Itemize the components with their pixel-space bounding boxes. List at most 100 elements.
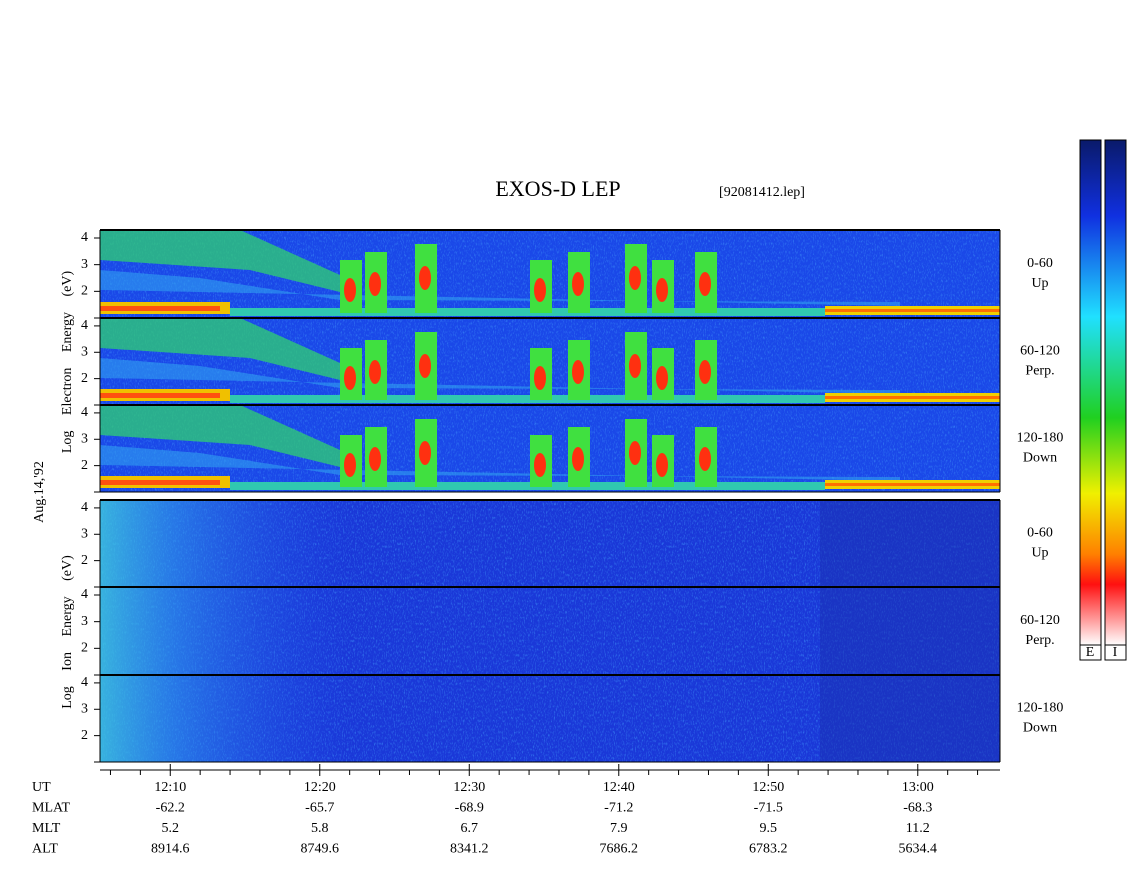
spectrogram-feature [100, 270, 900, 306]
ephemeris-value: -71.5 [754, 801, 783, 816]
spectrogram-feature [100, 675, 350, 762]
spectrogram-feature [629, 354, 641, 378]
ephemeris-value: 8341.2 [450, 842, 489, 857]
spectrogram-feature [572, 360, 584, 384]
electron-axis-label: Log Electron Energy (eV) [60, 271, 75, 454]
x-tick-label: 12:40 [603, 780, 635, 795]
y-tick-label: 3 [81, 431, 88, 446]
spectrogram-feature [100, 358, 900, 394]
spectrogram-feature [230, 482, 825, 490]
x-tick-label: 13:00 [902, 780, 934, 795]
ephemeris-value: 5.2 [162, 821, 180, 836]
spectrogram-feature [699, 360, 711, 384]
ephemeris-value: -65.7 [305, 801, 334, 816]
ephemeris-value: 7.9 [610, 821, 628, 836]
spectrogram-feature [825, 309, 1000, 312]
spectrogram-feature [100, 480, 220, 485]
y-tick-label: 2 [81, 458, 88, 473]
spectrogram-feature [100, 306, 220, 311]
y-tick-label: 2 [81, 728, 88, 743]
spectrogram-feature [369, 272, 381, 296]
y-tick-label: 4 [81, 500, 88, 515]
y-tick-label: 3 [81, 526, 88, 541]
y-tick-label: 4 [81, 675, 88, 690]
colorbar [1079, 139, 1102, 646]
ephemeris-value: 5634.4 [899, 842, 938, 857]
ephemeris-value: 6.7 [461, 821, 479, 836]
y-tick-label: 4 [81, 587, 88, 602]
panel-angle: 60-120 [1020, 613, 1060, 628]
x-tick-label: 12:20 [304, 780, 336, 795]
spectrogram-feature [230, 308, 825, 316]
y-tick-label: 4 [81, 230, 88, 245]
title: EXOS-D LEP [495, 176, 620, 201]
spectrogram-feature [369, 360, 381, 384]
spectrogram-feature [100, 587, 350, 675]
spectrogram-feature [419, 354, 431, 378]
spectrogram-feature [100, 230, 340, 292]
spectrogram-feature [572, 272, 584, 296]
y-tick-label: 4 [81, 405, 88, 420]
x-tick-label: 12:30 [453, 780, 485, 795]
colorbar [1104, 139, 1127, 646]
spectrogram-feature [656, 366, 668, 390]
spectrogram-feature [230, 395, 825, 403]
y-tick-label: 2 [81, 371, 88, 386]
y-tick-label: 3 [81, 257, 88, 272]
y-tick-label: 4 [81, 318, 88, 333]
spectrogram-feature [344, 453, 356, 477]
ephemeris-value: 7686.2 [600, 842, 639, 857]
y-tick-label: 3 [81, 701, 88, 716]
x-tick-label: 12:50 [752, 780, 784, 795]
ephemeris-value: 11.2 [906, 821, 930, 836]
spectrogram-feature [419, 441, 431, 465]
colorbar-label: I [1113, 645, 1118, 660]
ephemeris-value: 6783.2 [749, 842, 788, 857]
ephemeris-value: -71.2 [604, 801, 633, 816]
spectrogram-feature [344, 366, 356, 390]
y-tick-label: 2 [81, 641, 88, 656]
spectrogram-feature [820, 675, 1000, 762]
y-tick-label: 2 [81, 284, 88, 299]
spectrogram-feature [344, 278, 356, 302]
date-label: Aug.14,'92 [32, 461, 47, 523]
spectrogram-feature [825, 396, 1000, 399]
spectrogram-feature [572, 447, 584, 471]
spectrogram-feature [820, 500, 1000, 587]
spectrogram-feature [534, 278, 546, 302]
y-tick-label: 2 [81, 553, 88, 568]
spectrogram-feature [100, 393, 220, 398]
ephemeris-value: 9.5 [760, 821, 778, 836]
ephemeris-name: MLAT [32, 801, 71, 816]
panel-direction: Up [1031, 276, 1048, 291]
panel-direction: Up [1031, 546, 1048, 561]
ion-axis-label: Log Ion Energy (eV) [60, 555, 75, 709]
spectrogram-feature [534, 453, 546, 477]
spectrogram-feature [629, 441, 641, 465]
panel-angle: 120-180 [1017, 431, 1064, 446]
spectrogram-feature [100, 500, 350, 587]
ephemeris-value: -62.2 [156, 801, 185, 816]
ephemeris-value: 8914.6 [151, 842, 190, 857]
colorbar-box [1104, 644, 1127, 661]
y-tick-label: 3 [81, 344, 88, 359]
spectrogram-feature [656, 453, 668, 477]
ephemeris-name: MLT [32, 821, 61, 836]
spectrogram-feature [699, 272, 711, 296]
panel-direction: Down [1023, 721, 1057, 736]
spectrogram-feature [100, 318, 340, 380]
spectrogram-feature [100, 405, 340, 467]
panel-direction: Perp. [1025, 633, 1054, 648]
spectrogram-feature [825, 483, 1000, 486]
ephemeris-value: 5.8 [311, 821, 329, 836]
spectrogram-feature [820, 587, 1000, 675]
spectrogram-feature [419, 266, 431, 290]
panel-angle: 0-60 [1027, 526, 1053, 541]
panel-angle: 60-120 [1020, 344, 1060, 359]
ephemeris-name: UT [32, 780, 51, 795]
panel-angle: 120-180 [1017, 701, 1064, 716]
panel-direction: Perp. [1025, 364, 1054, 379]
spectrogram-feature [629, 266, 641, 290]
panel-direction: Down [1023, 451, 1057, 466]
